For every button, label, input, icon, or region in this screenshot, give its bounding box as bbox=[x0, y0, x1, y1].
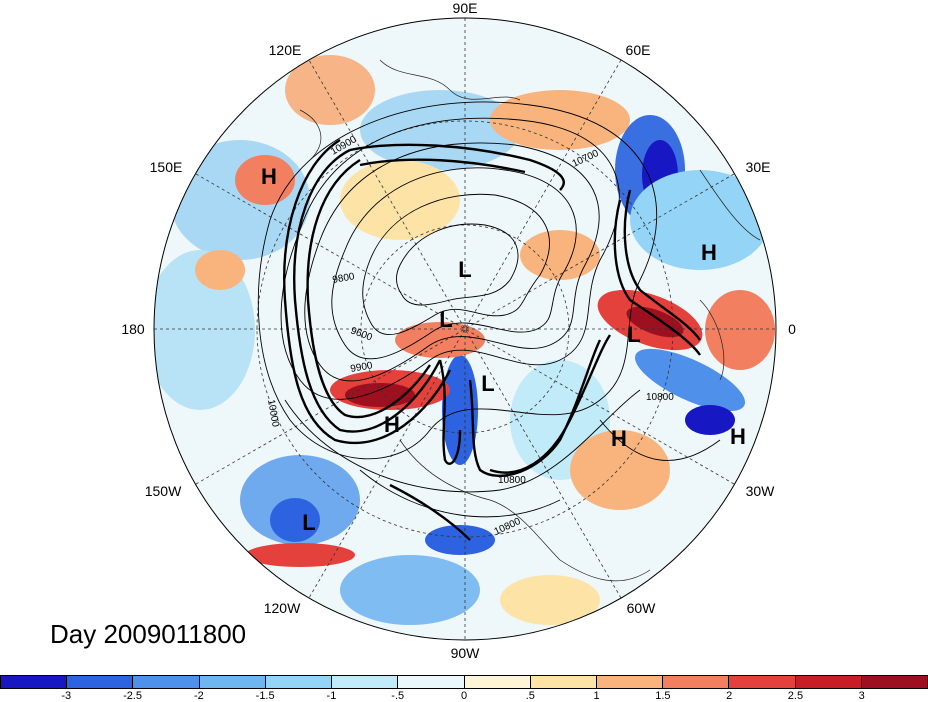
coastlines bbox=[299, 59, 761, 582]
colorbar-swatch bbox=[530, 676, 597, 688]
colorbar-swatch bbox=[265, 676, 333, 688]
lon-label-120w: 120W bbox=[263, 600, 301, 616]
low-pressure-marker: L bbox=[627, 322, 641, 347]
anomaly-patch bbox=[442, 355, 478, 465]
anomaly-patch bbox=[170, 140, 310, 260]
anomaly-patch bbox=[570, 430, 670, 510]
anomaly-patch bbox=[626, 306, 684, 338]
anomaly-patch bbox=[154, 250, 255, 410]
colorbar bbox=[0, 675, 928, 689]
colorbar-tick-label: 1.5 bbox=[655, 690, 671, 702]
lon-label-180: 180 bbox=[121, 321, 145, 337]
colorbar-tick-label: -2 bbox=[193, 690, 204, 702]
anomaly-patch bbox=[705, 290, 775, 370]
lon-label-90w: 90W bbox=[450, 645, 480, 661]
colorbar-tick-label: .5 bbox=[525, 690, 535, 702]
colorbar-tick-label: 3 bbox=[858, 690, 865, 702]
colorbar-swatch bbox=[729, 676, 796, 688]
lon-label-30w: 30W bbox=[745, 483, 775, 499]
lon-label-90e: 90E bbox=[452, 0, 478, 16]
anomaly-patch bbox=[425, 525, 495, 555]
contour-value-label: 10000 bbox=[265, 399, 281, 429]
colorbar-swatch bbox=[133, 676, 200, 688]
contour-value-label: 9800 bbox=[332, 271, 356, 286]
colorbar-tick-label: -3 bbox=[61, 690, 72, 702]
lon-label-150e: 150E bbox=[149, 159, 183, 175]
anomaly-patch bbox=[685, 405, 735, 435]
lon-label-0: 0 bbox=[788, 321, 796, 337]
high-pressure-marker: H bbox=[701, 240, 717, 265]
anomaly-patch bbox=[270, 498, 320, 542]
contour-value-label: 10800 bbox=[498, 475, 526, 486]
colorbar-swatch bbox=[332, 676, 399, 688]
colorbar-swatch bbox=[398, 676, 465, 688]
height-contours bbox=[257, 101, 721, 518]
lon-label-60e: 60E bbox=[625, 42, 651, 58]
anomaly-patch bbox=[340, 555, 480, 625]
anomaly-patch bbox=[340, 160, 460, 240]
colorbar-tick-label: -2.5 bbox=[123, 690, 143, 702]
map-title: Day 2009011800 bbox=[50, 619, 247, 649]
colorbar-swatch bbox=[464, 676, 531, 688]
low-pressure-marker: L bbox=[481, 371, 495, 396]
colorbar-swatch bbox=[795, 676, 862, 688]
colorbar-tick-label: -.5 bbox=[391, 690, 405, 702]
anomaly-patch bbox=[490, 90, 630, 150]
lon-label-30e: 30E bbox=[745, 159, 771, 175]
high-pressure-marker: H bbox=[730, 424, 746, 449]
low-pressure-marker: L bbox=[439, 307, 453, 332]
anomaly-patch bbox=[500, 575, 600, 625]
lon-label-120e: 120E bbox=[268, 42, 302, 58]
anomaly-patch bbox=[285, 55, 375, 125]
map-boundary bbox=[153, 17, 777, 641]
contour-value-label: 9900 bbox=[350, 360, 374, 375]
colorbar-tick-label: -1 bbox=[326, 690, 337, 702]
jet-contours bbox=[283, 138, 701, 541]
colorbar-swatch bbox=[596, 676, 664, 688]
colorbar-tick-label: 0 bbox=[460, 690, 468, 702]
high-pressure-marker: H bbox=[261, 164, 277, 189]
high-pressure-marker: H bbox=[384, 412, 400, 437]
anomaly-patch bbox=[245, 543, 355, 567]
anomaly-patch bbox=[520, 230, 600, 280]
low-pressure-marker: L bbox=[302, 510, 316, 535]
colorbar-swatch bbox=[861, 676, 928, 688]
colorbar-tick-label: -1.5 bbox=[255, 690, 275, 702]
anomaly-patch bbox=[235, 155, 295, 205]
anomaly-patch bbox=[634, 348, 746, 412]
low-pressure-marker: L bbox=[458, 257, 472, 282]
contour-value-label: 10800 bbox=[646, 392, 674, 403]
colorbar-swatch bbox=[67, 676, 134, 688]
lon-label-150w: 150W bbox=[144, 483, 182, 499]
anomaly-patch bbox=[195, 250, 245, 290]
colorbar-swatch bbox=[199, 676, 266, 688]
colorbar-swatch bbox=[663, 676, 730, 688]
high-pressure-marker: H bbox=[611, 426, 627, 451]
colorbar-tick-label: 2.5 bbox=[787, 690, 804, 702]
colorbar-tick-label: 2 bbox=[726, 690, 733, 702]
lon-label-60w: 60W bbox=[626, 600, 656, 616]
colorbar-swatch bbox=[1, 676, 68, 688]
anomaly-patch bbox=[630, 170, 770, 270]
colorbar-tick-label: 1 bbox=[593, 690, 600, 702]
